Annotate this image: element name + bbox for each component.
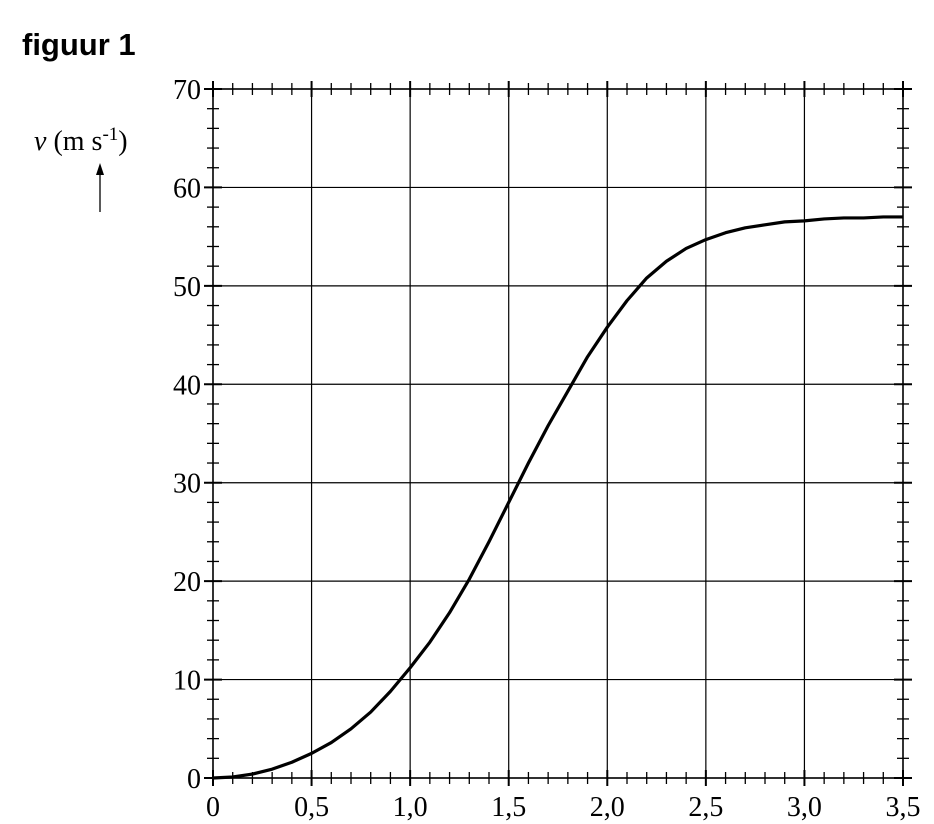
y-label-arrowhead [96,163,104,175]
y-label-unit: (m s [53,126,102,157]
y-tick-label: 20 [173,567,201,598]
y-tick-label: 40 [173,370,201,401]
x-tick-label: 0 [206,792,220,823]
data-line [212,215,903,780]
y-tick-label: 10 [173,666,201,697]
chart-title: figuur 1 [22,27,136,62]
y-label-quantity: v [34,126,47,157]
x-tick-label: 2,5 [688,792,723,823]
y-tick-label: 30 [173,469,201,500]
y-tick-label: 70 [173,75,201,106]
x-tick-label: 2,0 [590,792,625,823]
y-tick-label: 0 [187,764,201,795]
x-tick-label: 1,5 [491,792,526,823]
y-axis-label: v (m s-1) [34,124,128,157]
y-tick-label: 60 [173,173,201,204]
plot-frame [212,88,904,779]
x-tick-label: 0,5 [294,792,329,823]
x-tick-label: 1,0 [393,792,428,823]
x-tick-label: 3,0 [787,792,822,823]
y-label-close: ) [118,126,127,157]
x-tick-label: 3,5 [886,792,921,823]
y-tick-label: 50 [173,272,201,303]
y-label-exponent: -1 [102,124,118,145]
